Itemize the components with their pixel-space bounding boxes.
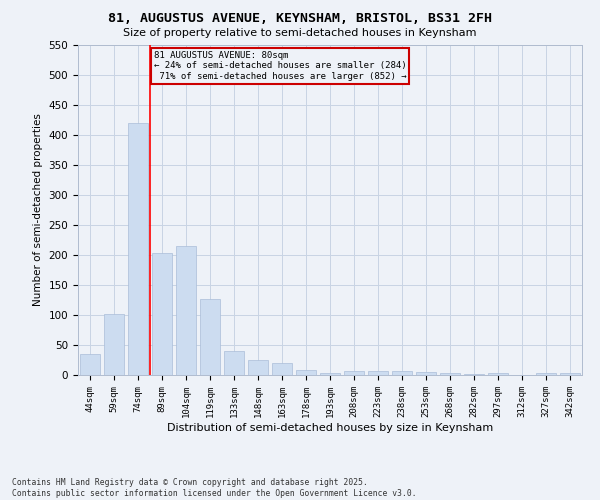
Bar: [536, 372, 556, 375]
X-axis label: Distribution of semi-detached houses by size in Keynsham: Distribution of semi-detached houses by …: [167, 422, 493, 432]
Bar: [248, 360, 268, 375]
Bar: [368, 371, 388, 375]
Text: 81, AUGUSTUS AVENUE, KEYNSHAM, BRISTOL, BS31 2FH: 81, AUGUSTUS AVENUE, KEYNSHAM, BRISTOL, …: [108, 12, 492, 26]
Bar: [128, 123, 148, 375]
Y-axis label: Number of semi-detached properties: Number of semi-detached properties: [33, 114, 43, 306]
Bar: [176, 246, 196, 375]
Bar: [152, 252, 172, 375]
Text: 81 AUGUSTUS AVENUE: 80sqm
← 24% of semi-detached houses are smaller (284)
 71% o: 81 AUGUSTUS AVENUE: 80sqm ← 24% of semi-…: [154, 51, 406, 81]
Text: Size of property relative to semi-detached houses in Keynsham: Size of property relative to semi-detach…: [123, 28, 477, 38]
Bar: [488, 373, 508, 375]
Bar: [200, 299, 220, 375]
Text: Contains HM Land Registry data © Crown copyright and database right 2025.
Contai: Contains HM Land Registry data © Crown c…: [12, 478, 416, 498]
Bar: [416, 372, 436, 375]
Bar: [440, 373, 460, 375]
Bar: [320, 373, 340, 375]
Bar: [272, 363, 292, 375]
Bar: [464, 374, 484, 375]
Bar: [224, 351, 244, 375]
Bar: [104, 314, 124, 375]
Bar: [80, 354, 100, 375]
Bar: [392, 371, 412, 375]
Bar: [560, 372, 580, 375]
Bar: [344, 372, 364, 375]
Bar: [296, 370, 316, 375]
